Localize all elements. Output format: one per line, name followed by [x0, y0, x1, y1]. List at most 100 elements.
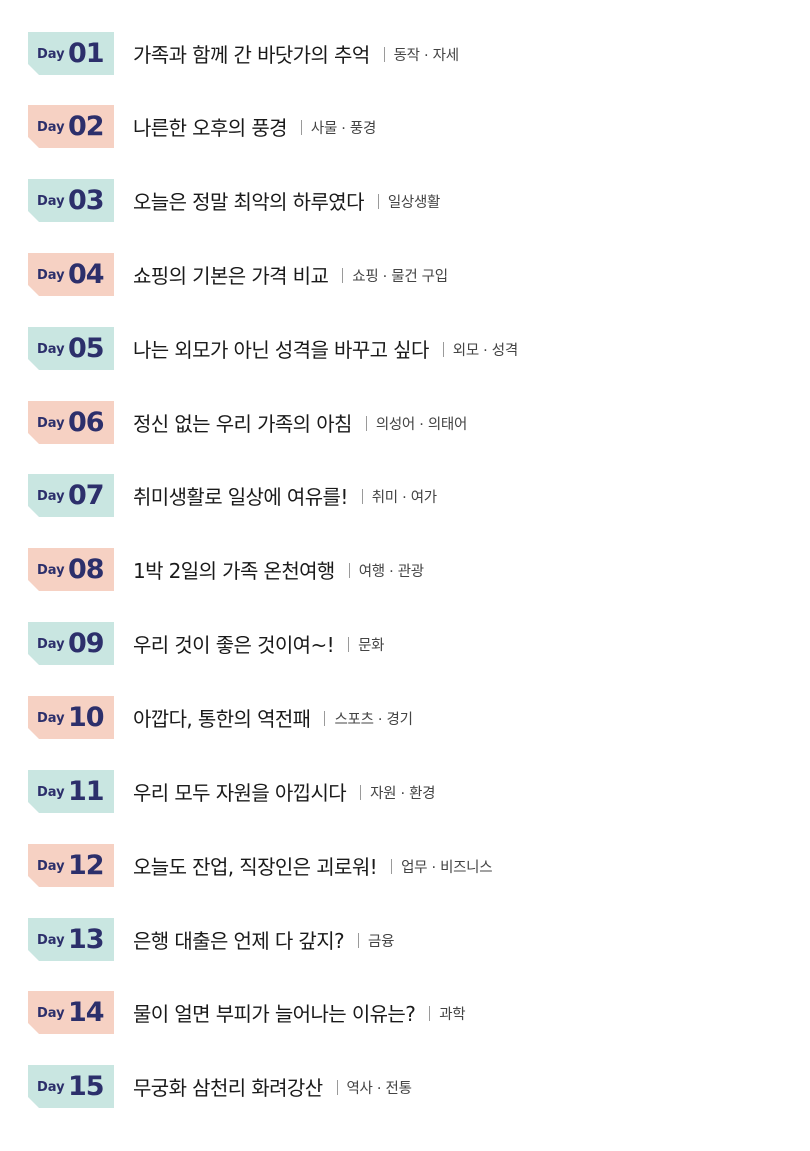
entry-topic-tag: 역사 · 전통 [346, 1080, 412, 1097]
entry-divider [391, 858, 393, 874]
entry-title: 1박 2일의 가족 온천여행 [133, 558, 335, 583]
entry-text: 취미생활로 일상에 여유를! 취미 · 여가 [133, 473, 437, 517]
day-label: Day [37, 47, 65, 62]
toc-entry-day-05[interactable]: Day 05 나는 외모가 아닌 성격을 바꾸고 싶다 외모 · 성격 [0, 326, 810, 370]
entry-text: 물이 얼면 부피가 늘어나는 이유는? 과학 [133, 990, 466, 1034]
entry-topic-tag: 자원 · 환경 [370, 785, 436, 802]
entry-divider [342, 267, 344, 283]
day-label: Day [37, 120, 65, 135]
day-badge: Day 08 [28, 548, 114, 591]
day-badge: Day 15 [28, 1065, 114, 1108]
day-badge: Day 02 [28, 105, 114, 148]
day-badge: Day 06 [28, 401, 114, 444]
day-label: Day [37, 785, 65, 800]
toc-entry-day-12[interactable]: Day 12 오늘도 잔업, 직장인은 괴로워! 업무 · 비즈니스 [0, 843, 810, 887]
day-number: 13 [68, 924, 104, 955]
toc-entry-day-01[interactable]: Day 01 가족과 함께 간 바닷가의 추억 동작 · 자세 [0, 31, 810, 75]
toc-entry-day-07[interactable]: Day 07 취미생활로 일상에 여유를! 취미 · 여가 [0, 473, 810, 517]
day-number: 05 [68, 333, 104, 364]
entry-text: 1박 2일의 가족 온천여행 여행 · 관광 [133, 547, 424, 591]
day-badge: Day 11 [28, 770, 114, 813]
entry-divider [300, 119, 302, 135]
day-label: Day [37, 489, 65, 504]
entry-title: 정신 없는 우리 가족의 아침 [133, 411, 352, 436]
toc-entry-day-14[interactable]: Day 14 물이 얼면 부피가 늘어나는 이유는? 과학 [0, 990, 810, 1034]
day-label: Day [37, 268, 65, 283]
entry-topic-tag: 취미 · 여가 [371, 489, 437, 506]
entry-divider [324, 710, 326, 726]
day-number: 12 [68, 850, 104, 881]
toc-entry-day-08[interactable]: Day 08 1박 2일의 가족 온천여행 여행 · 관광 [0, 547, 810, 591]
entry-title: 쇼핑의 기본은 가격 비교 [133, 263, 329, 288]
entry-title: 오늘도 잔업, 직장인은 괴로워! [133, 854, 378, 879]
toc-entry-day-15[interactable]: Day 15 무궁화 삼천리 화려강산 역사 · 전통 [0, 1064, 810, 1108]
entry-divider [429, 1005, 431, 1021]
entry-title: 무궁화 삼천리 화려강산 [133, 1075, 323, 1100]
day-label: Day [37, 194, 65, 209]
entry-topic-tag: 과학 [439, 1006, 466, 1023]
entry-title: 가족과 함께 간 바닷가의 추억 [133, 42, 370, 67]
entry-topic-tag: 금융 [368, 933, 395, 950]
day-number: 14 [68, 997, 104, 1028]
entry-divider [361, 488, 363, 504]
entry-text: 오늘은 정말 최악의 하루였다 일상생활 [133, 178, 440, 222]
entry-topic-tag: 문화 [358, 637, 385, 654]
toc-entry-day-10[interactable]: Day 10 아깝다, 통한의 역전패 스포츠 · 경기 [0, 695, 810, 739]
day-label: Day [37, 563, 65, 578]
day-label: Day [37, 416, 65, 431]
entry-topic-tag: 의성어 · 의태어 [375, 416, 468, 433]
toc-entry-day-03[interactable]: Day 03 오늘은 정말 최악의 하루였다 일상생활 [0, 178, 810, 222]
toc-entry-day-02[interactable]: Day 02 나른한 오후의 풍경 사물 · 풍경 [0, 104, 810, 148]
day-badge: Day 10 [28, 696, 114, 739]
entry-topic-tag: 동작 · 자세 [393, 47, 459, 64]
entry-title: 아깝다, 통한의 역전패 [133, 706, 311, 731]
day-label: Day [37, 933, 65, 948]
day-label: Day [37, 342, 65, 357]
entry-divider [365, 415, 367, 431]
day-number: 02 [68, 111, 104, 142]
day-label: Day [37, 1006, 65, 1021]
entry-divider [383, 46, 385, 62]
entry-title: 오늘은 정말 최악의 하루였다 [133, 189, 364, 214]
entry-text: 아깝다, 통한의 역전패 스포츠 · 경기 [133, 695, 413, 739]
entry-divider [358, 932, 360, 948]
day-number: 03 [68, 185, 104, 216]
entry-text: 정신 없는 우리 가족의 아침 의성어 · 의태어 [133, 400, 467, 444]
entry-topic-tag: 일상생활 [387, 194, 441, 211]
toc-entry-day-09[interactable]: Day 09 우리 것이 좋은 것이여~! 문화 [0, 621, 810, 665]
day-number: 11 [68, 776, 104, 807]
entry-text: 우리 것이 좋은 것이여~! 문화 [133, 621, 384, 665]
toc-entry-day-11[interactable]: Day 11 우리 모두 자원을 아낍시다 자원 · 환경 [0, 769, 810, 813]
day-number: 10 [68, 702, 104, 733]
entry-topic-tag: 외모 · 성격 [452, 342, 518, 359]
entry-text: 나는 외모가 아닌 성격을 바꾸고 싶다 외모 · 성격 [133, 326, 518, 370]
entry-topic-tag: 쇼핑 · 물건 구입 [352, 268, 448, 285]
entry-text: 가족과 함께 간 바닷가의 추억 동작 · 자세 [133, 31, 459, 75]
entry-divider [348, 562, 350, 578]
entry-topic-tag: 업무 · 비즈니스 [401, 859, 493, 876]
entry-divider [377, 193, 379, 209]
entry-topic-tag: 스포츠 · 경기 [334, 711, 413, 728]
day-badge: Day 03 [28, 179, 114, 222]
day-badge: Day 12 [28, 844, 114, 887]
entry-text: 은행 대출은 언제 다 갚지? 금융 [133, 917, 394, 961]
toc-entry-day-13[interactable]: Day 13 은행 대출은 언제 다 갚지? 금융 [0, 917, 810, 961]
day-badge: Day 14 [28, 991, 114, 1034]
day-badge: Day 13 [28, 918, 114, 961]
day-label: Day [37, 859, 65, 874]
entry-title: 은행 대출은 언제 다 갚지? [133, 928, 345, 953]
day-number: 15 [68, 1071, 104, 1102]
toc-entry-day-04[interactable]: Day 04 쇼핑의 기본은 가격 비교 쇼핑 · 물건 구입 [0, 252, 810, 296]
day-badge: Day 07 [28, 474, 114, 517]
day-label: Day [37, 711, 65, 726]
day-badge: Day 09 [28, 622, 114, 665]
entry-title: 나른한 오후의 풍경 [133, 115, 288, 140]
entry-text: 우리 모두 자원을 아낍시다 자원 · 환경 [133, 769, 435, 813]
day-number: 07 [68, 480, 104, 511]
entry-text: 나른한 오후의 풍경 사물 · 풍경 [133, 104, 376, 148]
entry-title: 물이 얼면 부피가 늘어나는 이유는? [133, 1001, 416, 1026]
entry-text: 쇼핑의 기본은 가격 비교 쇼핑 · 물건 구입 [133, 252, 448, 296]
toc-entry-day-06[interactable]: Day 06 정신 없는 우리 가족의 아침 의성어 · 의태어 [0, 400, 810, 444]
entry-topic-tag: 사물 · 풍경 [310, 120, 377, 137]
day-number: 09 [68, 628, 104, 659]
